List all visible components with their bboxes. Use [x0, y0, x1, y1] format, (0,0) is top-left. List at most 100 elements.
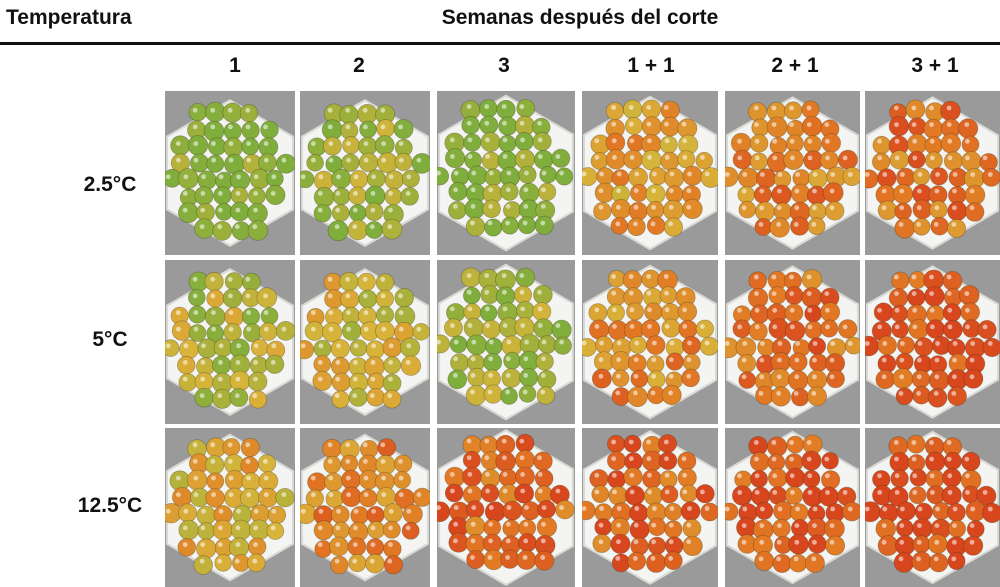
tomato-highlight: [345, 107, 351, 113]
tomato-highlight: [467, 137, 473, 143]
tomato: [772, 553, 792, 573]
tomato: [321, 322, 343, 343]
tomato-highlight: [877, 155, 883, 161]
tomato-highlight: [952, 341, 958, 346]
tomato-highlight: [899, 374, 905, 380]
tomato-highlight: [453, 373, 458, 378]
tomato-highlight: [647, 324, 652, 329]
tomato: [330, 555, 349, 575]
tomato-highlight: [629, 324, 635, 329]
tomato-highlight: [807, 307, 813, 313]
tomato-highlight: [398, 475, 404, 481]
tomato-highlight: [611, 456, 617, 462]
tomato: [204, 271, 224, 292]
tomato-highlight: [470, 204, 476, 209]
tomato: [450, 353, 470, 373]
tomato: [357, 272, 376, 292]
tomato-highlight: [559, 339, 564, 345]
tomato-highlight: [183, 508, 189, 514]
tomato: [377, 438, 397, 458]
tomato-highlight: [737, 307, 742, 313]
tomato-highlight: [263, 310, 269, 315]
tomato-highlight: [398, 293, 403, 299]
tomato-highlight: [668, 522, 674, 528]
tomato-highlight: [327, 459, 333, 464]
tomato-highlight: [245, 276, 251, 282]
tomato-highlight: [505, 538, 511, 544]
tomato: [660, 151, 680, 171]
tomato-highlight: [969, 205, 975, 211]
tomato-highlight: [737, 490, 743, 495]
tomato-photo-r3-c4: [582, 428, 718, 587]
tomato-highlight: [633, 188, 639, 194]
tomato-highlight: [737, 138, 742, 144]
tomato-highlight: [193, 141, 199, 146]
tomato-highlight: [682, 472, 687, 478]
tomato-highlight: [611, 274, 616, 279]
tomato-highlight: [629, 489, 635, 495]
tomato-highlight: [217, 558, 223, 564]
tomato-highlight: [488, 505, 494, 510]
tomato-highlight: [687, 171, 692, 177]
tomato-highlight: [234, 224, 240, 230]
tomato: [400, 187, 419, 206]
tomato-highlight: [353, 174, 359, 180]
tomato-highlight: [946, 274, 952, 280]
tomato-highlight: [899, 205, 905, 211]
tomato-highlight: [812, 357, 817, 363]
tomato-highlight: [598, 188, 604, 194]
tomato: [607, 470, 627, 489]
tomato: [515, 449, 536, 470]
tomato-highlight: [236, 508, 241, 514]
tomato-highlight: [842, 324, 848, 330]
tomato-highlight: [363, 141, 369, 146]
tomato: [784, 486, 804, 505]
tomato-highlight: [934, 188, 940, 194]
tomato-highlight: [363, 475, 369, 481]
tomato-highlight: [388, 508, 394, 514]
tomato-highlight: [794, 357, 800, 363]
tomato-highlight: [193, 326, 199, 332]
tomato-highlight: [894, 155, 900, 161]
tomato-highlight: [380, 276, 386, 282]
tomato-highlight: [611, 439, 616, 445]
tomato-highlight: [228, 326, 234, 332]
tomato: [359, 120, 377, 139]
tomato-highlight: [398, 124, 403, 130]
tomato: [801, 115, 823, 137]
tomato-highlight: [380, 107, 386, 113]
tomato: [912, 518, 933, 539]
tomato-highlight: [789, 122, 794, 127]
tomato: [772, 518, 791, 538]
tomato: [347, 537, 367, 557]
tomato-highlight: [470, 555, 475, 560]
tomato: [738, 200, 757, 219]
tomato: [966, 520, 985, 538]
tomato-highlight: [470, 538, 476, 544]
tomato: [788, 534, 809, 555]
tomato-highlight: [807, 473, 813, 479]
tomato: [481, 319, 501, 339]
tomato-highlight: [271, 343, 277, 349]
tomato-highlight: [271, 174, 277, 180]
tomato-highlight: [628, 274, 634, 279]
tomato: [824, 518, 845, 539]
tomato: [465, 216, 486, 237]
tomato: [503, 351, 521, 370]
tomato-highlight: [947, 490, 953, 495]
tomato-highlight: [352, 542, 358, 547]
tomato: [348, 554, 367, 573]
tomato-highlight: [381, 326, 387, 332]
tomato: [349, 204, 367, 222]
tomato-highlight: [520, 306, 525, 312]
tomato-highlight: [450, 488, 455, 494]
tomato-highlight: [484, 438, 490, 444]
tomato: [212, 519, 234, 541]
tomato-highlight: [987, 172, 993, 177]
tomato-highlight: [629, 307, 635, 313]
tomato-highlight: [789, 105, 794, 111]
tomato: [313, 355, 332, 373]
tomato: [340, 454, 359, 473]
tomato: [895, 352, 914, 371]
tomato: [222, 288, 243, 309]
